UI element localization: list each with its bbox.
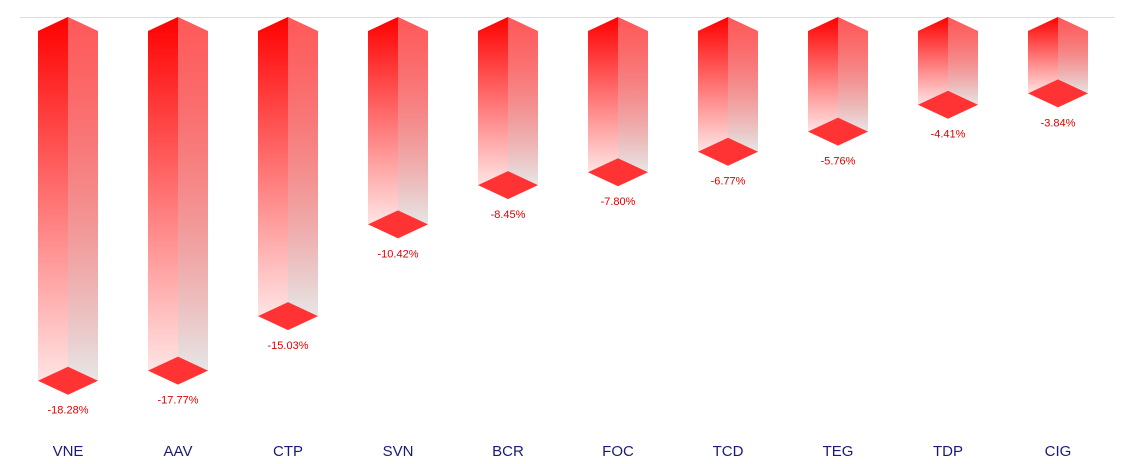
value-label: -5.76% xyxy=(821,156,856,168)
value-label: -10.42% xyxy=(378,248,419,260)
bar-side xyxy=(508,17,538,186)
bar-side xyxy=(68,17,98,381)
bar-cap xyxy=(1028,79,1088,108)
value-label: -15.03% xyxy=(268,340,309,352)
value-label: -3.84% xyxy=(1041,117,1076,129)
bar-front xyxy=(588,17,618,173)
value-label: -17.77% xyxy=(158,395,199,407)
value-label: -4.41% xyxy=(931,129,966,141)
bar-cap xyxy=(478,171,538,200)
x-tick-label: SVN xyxy=(383,443,414,460)
bar-cap xyxy=(808,117,868,146)
bar-cap xyxy=(38,366,98,395)
x-tick-label: TDP xyxy=(933,443,963,460)
bar-side xyxy=(728,17,758,152)
bar-cap xyxy=(918,90,978,119)
x-tick-label: AAV xyxy=(164,443,193,460)
bar-front xyxy=(918,17,948,105)
value-label: -18.28% xyxy=(48,405,89,417)
x-tick-label: CIG xyxy=(1045,443,1072,460)
bar-side xyxy=(288,17,318,317)
bar-cap xyxy=(698,137,758,166)
x-tick-label: FOC xyxy=(602,443,634,460)
bar-cap xyxy=(148,356,208,385)
x-tick-label: VNE xyxy=(53,443,84,460)
bar-cap xyxy=(368,210,428,239)
bar-side xyxy=(838,17,868,132)
x-tick-label: BCR xyxy=(492,443,524,460)
value-label: -7.80% xyxy=(601,196,636,208)
bar-front xyxy=(258,17,288,317)
bar-side xyxy=(948,17,978,105)
x-tick-label: TCD xyxy=(713,443,744,460)
x-tick-label: TEG xyxy=(823,443,854,460)
bar-front xyxy=(808,17,838,132)
bar-front xyxy=(38,17,68,381)
bar-side xyxy=(618,17,648,173)
bar-side xyxy=(1058,17,1088,94)
bar-cap xyxy=(258,302,318,331)
bar-front xyxy=(698,17,728,152)
bar-front xyxy=(478,17,508,186)
bar-cap xyxy=(588,158,648,187)
value-label: -6.77% xyxy=(711,176,746,188)
bar-front xyxy=(368,17,398,225)
x-tick-label: CTP xyxy=(273,443,303,460)
bar-front xyxy=(1028,17,1058,94)
bar-side xyxy=(398,17,428,225)
bar-side xyxy=(178,17,208,371)
bar-front xyxy=(148,17,178,371)
value-label: -8.45% xyxy=(491,209,526,221)
